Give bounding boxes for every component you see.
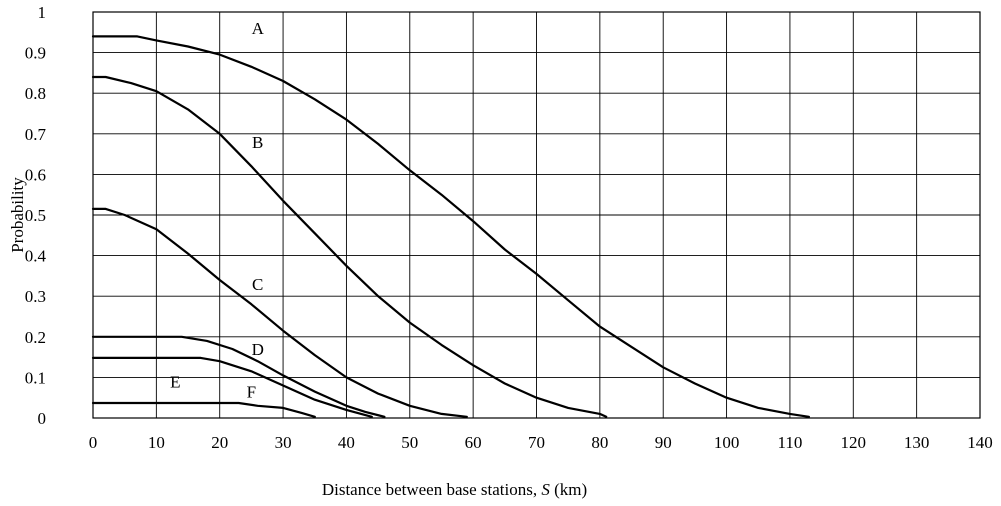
series-curves bbox=[91, 35, 810, 418]
series-line-e bbox=[91, 356, 373, 418]
x-tick-label: 80 bbox=[591, 433, 608, 452]
y-tick-label: 0.3 bbox=[25, 287, 46, 306]
y-tick-label: 1 bbox=[38, 3, 47, 22]
x-tick-label: 60 bbox=[465, 433, 482, 452]
y-tick-label: 0.5 bbox=[25, 206, 46, 225]
curve-labels: A B C D E F bbox=[170, 19, 264, 401]
curve-label-b: B bbox=[252, 133, 263, 152]
series-line-d bbox=[91, 335, 386, 418]
curve-label-d: D bbox=[252, 340, 264, 359]
x-tick-label: 20 bbox=[211, 433, 228, 452]
curve-label-c: C bbox=[252, 275, 263, 294]
curve-label-e: E bbox=[170, 372, 180, 391]
y-tick-labels: 0 0.1 0.2 0.3 0.4 0.5 0.6 0.7 0.8 0.9 1 bbox=[25, 3, 47, 428]
y-tick-label: 0.7 bbox=[25, 125, 47, 144]
y-axis-title: Probability bbox=[8, 177, 27, 253]
x-tick-label: 90 bbox=[655, 433, 672, 452]
y-tick-label: 0 bbox=[38, 409, 47, 428]
x-tick-labels: 0 10 20 30 40 50 60 70 80 90 100 110 120 130 140 bbox=[89, 433, 993, 452]
grid-lines bbox=[92, 11, 981, 419]
plot-frame bbox=[92, 11, 981, 419]
x-tick-label: 30 bbox=[275, 433, 292, 452]
x-tick-label: 0 bbox=[89, 433, 98, 452]
x-axis-title-prefix: Distance between base stations, bbox=[322, 480, 542, 499]
x-tick-label: 140 bbox=[967, 433, 993, 452]
curve-label-a: A bbox=[252, 19, 265, 38]
x-tick-label: 130 bbox=[904, 433, 930, 452]
y-tick-label: 0.9 bbox=[25, 44, 46, 63]
x-tick-label: 10 bbox=[148, 433, 165, 452]
y-tick-label: 0.4 bbox=[25, 247, 47, 266]
curve-label-f: F bbox=[247, 383, 256, 402]
x-tick-label: 40 bbox=[338, 433, 355, 452]
x-tick-label: 100 bbox=[714, 433, 740, 452]
series-line-c bbox=[91, 207, 468, 418]
x-axis-title-variable: S bbox=[541, 480, 550, 499]
series-line-b bbox=[91, 75, 608, 418]
y-tick-label: 0.6 bbox=[25, 165, 46, 184]
y-tick-label: 0.1 bbox=[25, 368, 46, 387]
y-tick-label: 0.8 bbox=[25, 84, 46, 103]
x-axis-title-unit: (km) bbox=[550, 480, 587, 499]
x-tick-label: 110 bbox=[777, 433, 802, 452]
series-line-f bbox=[91, 401, 316, 418]
x-tick-label: 70 bbox=[528, 433, 545, 452]
y-tick-label: 0.2 bbox=[25, 328, 46, 347]
series-line-a bbox=[91, 35, 810, 418]
x-tick-label: 50 bbox=[401, 433, 418, 452]
x-tick-label: 120 bbox=[841, 433, 867, 452]
x-axis-title: Distance between base stations, S (km) bbox=[322, 480, 587, 499]
